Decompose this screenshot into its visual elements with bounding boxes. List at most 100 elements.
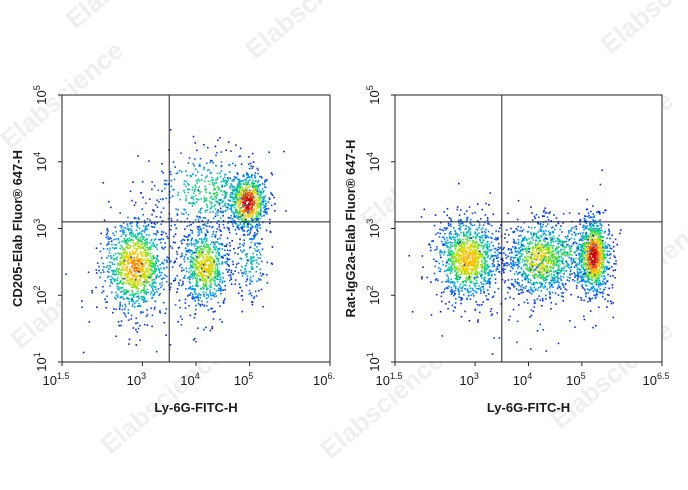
data-point (195, 248, 197, 250)
data-point (199, 165, 202, 167)
data-point (123, 291, 126, 294)
data-point (167, 183, 170, 185)
data-point (157, 288, 160, 290)
data-point (454, 233, 456, 236)
data-point (537, 231, 539, 233)
data-point (203, 305, 205, 307)
data-point (202, 274, 205, 276)
data-point (203, 295, 206, 298)
data-point (462, 257, 464, 260)
data-point (541, 226, 544, 228)
data-point (126, 242, 129, 244)
data-point (260, 275, 263, 277)
data-point (151, 287, 154, 290)
data-point (222, 205, 225, 208)
data-point (202, 255, 205, 258)
data-point (244, 195, 247, 198)
data-point (157, 260, 160, 263)
data-point (197, 271, 200, 274)
data-point (447, 241, 450, 244)
data-point (471, 255, 474, 258)
data-point (197, 275, 200, 277)
data-point (154, 223, 157, 225)
data-point (204, 180, 206, 183)
data-point (242, 180, 244, 182)
data-point (532, 268, 535, 270)
data-point (120, 262, 123, 264)
data-point (207, 309, 210, 311)
data-point (207, 249, 210, 251)
data-point (484, 264, 487, 267)
data-point (197, 231, 200, 233)
data-point (198, 257, 201, 259)
data-point (215, 154, 217, 157)
data-point (197, 302, 200, 305)
data-point (528, 248, 531, 251)
data-point (464, 244, 466, 246)
data-point (204, 253, 207, 256)
data-point (225, 245, 227, 248)
data-point (254, 185, 256, 187)
data-point (430, 314, 433, 316)
data-point (194, 300, 196, 302)
data-point (455, 275, 458, 278)
data-point (489, 192, 492, 194)
data-point (532, 246, 535, 248)
data-point (244, 268, 247, 271)
data-point (528, 270, 530, 272)
data-point (527, 230, 529, 233)
data-point (119, 258, 122, 260)
data-point (472, 292, 474, 295)
data-point (143, 275, 145, 277)
data-point (154, 281, 156, 284)
data-point (145, 282, 147, 284)
data-point (212, 311, 215, 313)
data-point (478, 288, 480, 290)
data-point (259, 217, 261, 220)
data-point (100, 271, 102, 274)
data-point (492, 295, 495, 298)
data-point (123, 255, 126, 257)
data-point (123, 312, 125, 314)
data-point (545, 267, 548, 269)
data-point (510, 227, 512, 230)
data-point (108, 249, 111, 252)
data-point (194, 276, 197, 278)
data-point (206, 255, 208, 258)
data-point (246, 262, 248, 265)
data-point (123, 251, 126, 253)
data-point (527, 289, 530, 291)
data-point (241, 310, 244, 313)
data-point (116, 296, 119, 298)
data-point (476, 229, 479, 231)
data-point (212, 179, 214, 181)
data-point (545, 260, 548, 263)
data-point (120, 324, 122, 327)
data-point (449, 236, 452, 239)
data-point (550, 301, 553, 304)
data-point (209, 211, 212, 214)
data-point (513, 263, 515, 265)
data-point (253, 236, 256, 238)
data-point (503, 246, 505, 249)
data-point (212, 291, 214, 294)
data-point (199, 279, 201, 282)
data-point (163, 179, 166, 182)
data-point (446, 286, 448, 289)
data-point (205, 244, 208, 247)
data-point (240, 269, 242, 272)
y-tick-label: 103 (32, 219, 49, 238)
data-point (561, 292, 563, 294)
data-point (187, 162, 190, 164)
data-point (117, 293, 119, 296)
data-point (465, 261, 467, 264)
data-point (250, 206, 252, 208)
data-point (141, 254, 144, 256)
data-point (245, 173, 248, 176)
data-point (213, 193, 215, 196)
data-point (454, 277, 457, 280)
data-point (488, 283, 491, 285)
data-point (102, 290, 105, 292)
data-point (462, 281, 465, 283)
data-point (463, 260, 466, 262)
